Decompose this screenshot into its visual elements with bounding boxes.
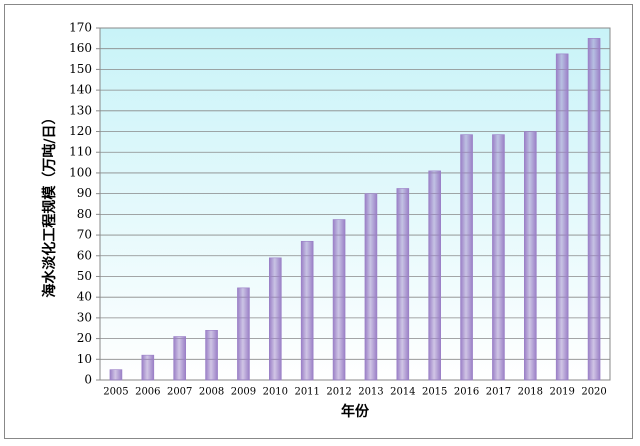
x-tick-label: 2010 <box>263 387 288 398</box>
x-tick-label: 2016 <box>454 387 479 398</box>
y-tick-label: 30 <box>77 310 92 324</box>
x-tick-label: 2012 <box>326 387 351 398</box>
y-tick-label: 100 <box>69 165 92 179</box>
x-tick-label: 2015 <box>422 387 447 398</box>
x-tick-label: 2009 <box>231 387 256 398</box>
bar <box>141 354 155 381</box>
y-tick-label: 120 <box>69 124 92 138</box>
bar <box>300 240 314 381</box>
y-tick-label: 10 <box>77 352 92 366</box>
x-tick-label: 2013 <box>358 387 383 398</box>
bar <box>396 188 410 381</box>
bar <box>428 170 441 381</box>
y-tick-label: 110 <box>69 145 92 159</box>
bar <box>524 131 537 381</box>
x-tick-label: 2017 <box>486 387 511 398</box>
bar <box>587 38 601 381</box>
y-tick-label: 70 <box>77 228 92 242</box>
y-tick-label: 150 <box>69 62 92 76</box>
bar <box>237 287 250 381</box>
bar <box>332 219 346 381</box>
y-tick-label: 170 <box>69 21 92 35</box>
x-axis-title: 年份 <box>341 403 370 420</box>
x-tick-label: 2005 <box>103 387 128 398</box>
y-axis-title: 海水淡化工程规模（万吨/日） <box>41 110 58 297</box>
bar <box>109 369 123 381</box>
x-tick-label: 2014 <box>390 387 415 398</box>
bar <box>173 336 186 381</box>
x-tick-label: 2011 <box>294 387 319 398</box>
y-tick-label: 80 <box>77 207 92 221</box>
y-tick-label: 90 <box>77 186 92 200</box>
y-tick-label: 130 <box>69 103 92 117</box>
y-tick-label: 60 <box>77 248 92 262</box>
y-tick-label: 0 <box>84 373 92 387</box>
x-tick-label: 2019 <box>549 387 574 398</box>
bar <box>205 330 218 381</box>
bar <box>269 257 282 381</box>
bar <box>460 134 473 381</box>
y-tick-label: 40 <box>77 290 92 304</box>
y-tick-label: 20 <box>77 331 92 345</box>
x-tick-label: 2020 <box>581 387 606 398</box>
bar <box>555 53 569 381</box>
x-tick-label: 2008 <box>199 387 224 398</box>
x-tick-label: 2018 <box>518 387 543 398</box>
x-tick-label: 2006 <box>135 387 160 398</box>
bar <box>492 134 505 381</box>
y-tick-label: 50 <box>77 269 92 283</box>
bar <box>364 193 378 381</box>
y-tick-label: 160 <box>69 41 92 55</box>
y-tick-label: 140 <box>69 83 92 97</box>
x-tick-label: 2007 <box>167 387 192 398</box>
